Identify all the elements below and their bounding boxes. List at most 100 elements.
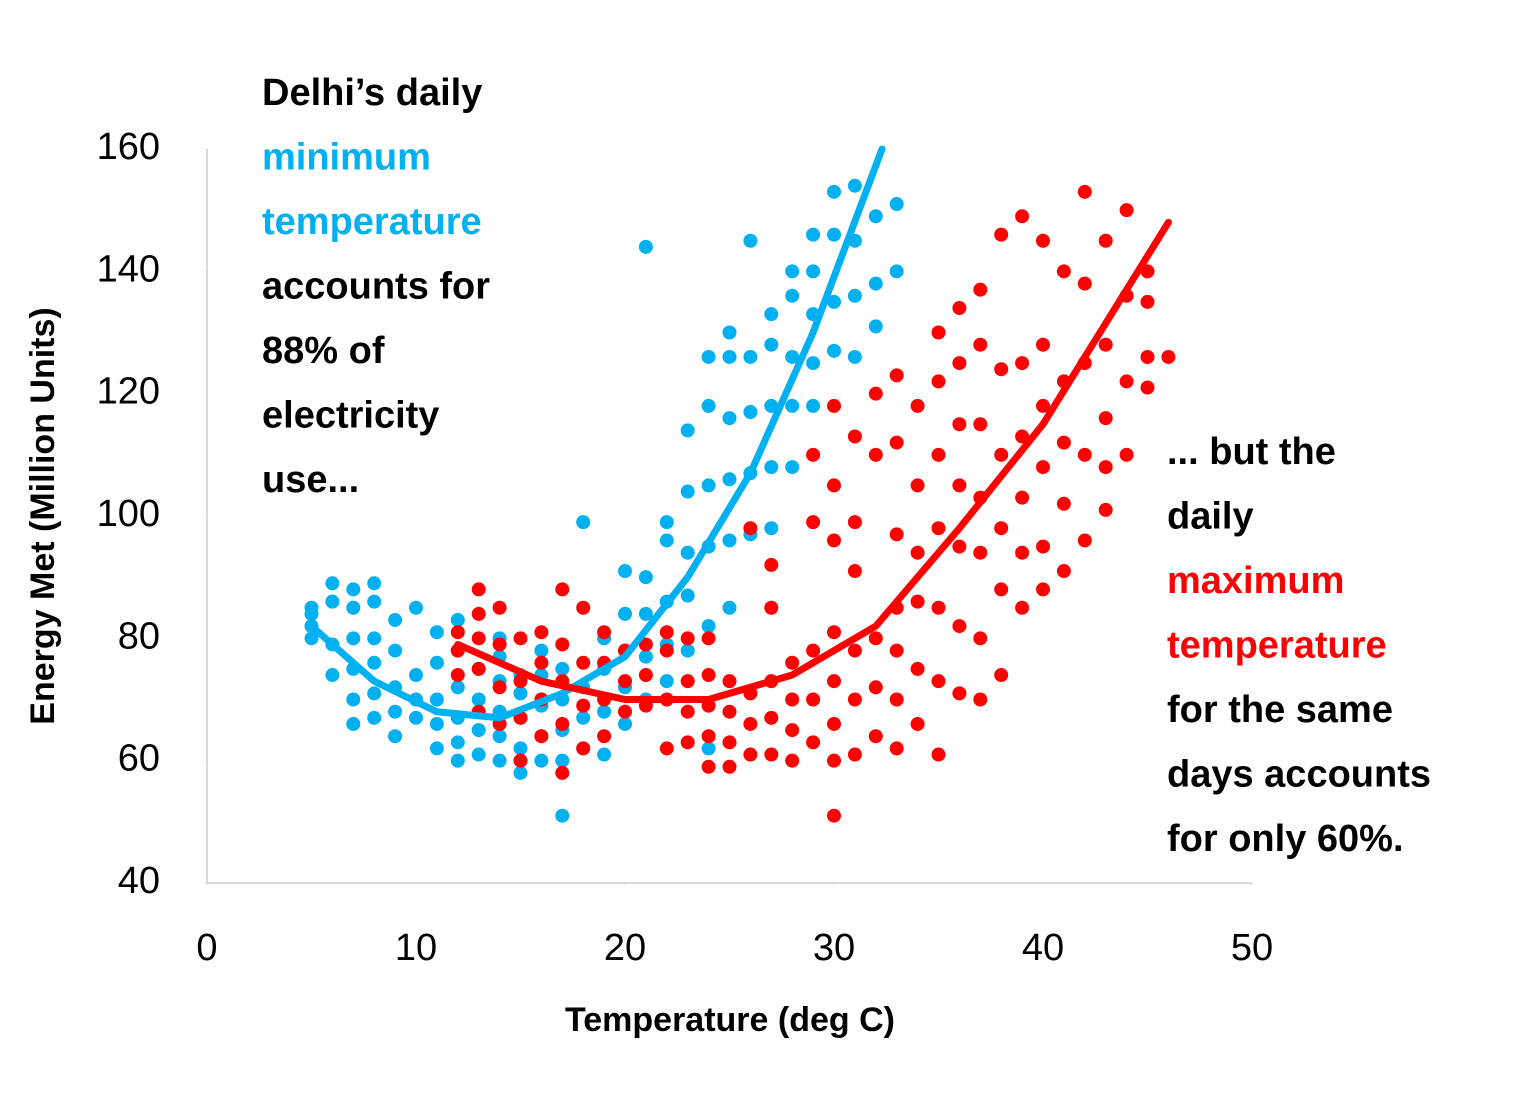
scatter-point bbox=[1036, 539, 1050, 554]
scatter-point bbox=[534, 655, 549, 670]
annotation-line: for the same bbox=[1167, 689, 1393, 731]
scatter-point bbox=[1119, 447, 1134, 462]
scatter-point bbox=[367, 686, 382, 701]
annotation-line: electricity bbox=[262, 395, 439, 437]
scatter-point bbox=[868, 680, 883, 695]
scatter-point bbox=[1098, 337, 1113, 352]
scatter-point bbox=[492, 600, 507, 615]
scatter-point bbox=[827, 343, 841, 358]
scatter-point bbox=[367, 576, 382, 591]
scatter-point bbox=[1056, 264, 1071, 279]
scatter-point bbox=[618, 674, 632, 689]
annotation-line: minimum bbox=[262, 137, 431, 179]
scatter-point bbox=[973, 337, 988, 352]
annotation-line: daily bbox=[1167, 496, 1254, 538]
scatter-point bbox=[597, 729, 612, 744]
y-tick-label: 140 bbox=[97, 248, 160, 290]
scatter-point bbox=[555, 637, 570, 652]
scatter-point bbox=[346, 716, 361, 731]
scatter-point bbox=[618, 704, 632, 719]
scatter-point bbox=[764, 337, 779, 352]
scatter-point bbox=[931, 447, 946, 462]
scatter-point bbox=[659, 515, 674, 530]
scatter-point bbox=[722, 704, 737, 719]
scatter-point bbox=[638, 649, 653, 664]
scatter-point bbox=[785, 723, 800, 738]
scatter-point bbox=[534, 753, 549, 768]
scatter-point bbox=[513, 686, 528, 701]
scatter-point bbox=[450, 625, 465, 640]
scatter-point bbox=[429, 741, 444, 756]
scatter-point bbox=[806, 447, 821, 462]
scatter-point bbox=[868, 729, 883, 744]
scatter-point bbox=[827, 294, 841, 309]
scatter-point bbox=[910, 716, 925, 731]
trendline bbox=[308, 145, 886, 722]
scatter-point bbox=[638, 637, 653, 652]
scatter-point bbox=[450, 753, 465, 768]
scatter-point bbox=[534, 625, 549, 640]
scatter-point bbox=[994, 227, 1009, 242]
scatter-point bbox=[346, 600, 361, 615]
scatter-point bbox=[743, 716, 758, 731]
scatter-point bbox=[973, 417, 988, 432]
scatter-point bbox=[994, 521, 1009, 536]
scatter-point bbox=[701, 349, 716, 364]
scatter-point bbox=[680, 484, 695, 499]
scatter-point bbox=[847, 178, 862, 193]
scatter-point bbox=[743, 349, 758, 364]
scatter-point bbox=[931, 674, 946, 689]
scatter-point bbox=[388, 643, 403, 658]
scatter-point bbox=[952, 686, 967, 701]
scatter-point bbox=[680, 704, 695, 719]
annotation-line: days accounts bbox=[1167, 754, 1431, 796]
x-tick-label: 50 bbox=[1231, 927, 1273, 969]
scatter-point bbox=[513, 753, 528, 768]
scatter-point bbox=[868, 209, 883, 224]
scatter-point bbox=[409, 668, 423, 683]
scatter-point bbox=[910, 594, 925, 609]
scatter-point bbox=[429, 655, 444, 670]
scatter-point bbox=[492, 753, 507, 768]
scatter-point bbox=[346, 631, 361, 646]
scatter-point bbox=[576, 698, 591, 713]
scatter-point bbox=[722, 674, 737, 689]
scatter-point bbox=[1015, 429, 1030, 444]
scatter-point bbox=[659, 625, 674, 640]
scatter-point bbox=[910, 478, 925, 493]
scatter-point bbox=[555, 753, 570, 768]
scatter-point bbox=[973, 545, 988, 560]
scatter-point bbox=[722, 325, 737, 340]
scatter-point bbox=[659, 643, 674, 658]
scatter-point bbox=[555, 582, 570, 597]
scatter-point bbox=[346, 692, 361, 707]
scatter-point bbox=[1015, 356, 1030, 371]
scatter-point bbox=[367, 594, 382, 609]
scatter-point bbox=[597, 625, 612, 640]
scatter-point bbox=[701, 759, 716, 774]
scatter-point bbox=[1056, 496, 1071, 511]
scatter-point bbox=[889, 692, 904, 707]
scatter-point bbox=[492, 680, 507, 695]
annotation-line: accounts for bbox=[262, 266, 490, 308]
scatter-point bbox=[1119, 374, 1134, 389]
scatter-point bbox=[492, 637, 507, 652]
scatter-point bbox=[785, 264, 800, 279]
scatter-point bbox=[785, 655, 800, 670]
scatter-point bbox=[1098, 502, 1113, 517]
scatter-point bbox=[1015, 545, 1030, 560]
scatter-point bbox=[994, 668, 1009, 683]
scatter-point bbox=[346, 582, 361, 597]
scatter-point bbox=[513, 674, 528, 689]
scatter-point bbox=[931, 521, 946, 536]
scatter-point bbox=[827, 227, 841, 242]
scatter-point bbox=[513, 741, 528, 756]
y-tick-label: 100 bbox=[97, 493, 160, 535]
scatter-point bbox=[847, 692, 862, 707]
trendline bbox=[454, 218, 1172, 703]
scatter-point bbox=[847, 643, 862, 658]
scatter-point bbox=[513, 765, 528, 780]
scatter-point bbox=[1015, 600, 1030, 615]
scatter-point bbox=[785, 288, 800, 303]
scatter-point bbox=[388, 704, 403, 719]
